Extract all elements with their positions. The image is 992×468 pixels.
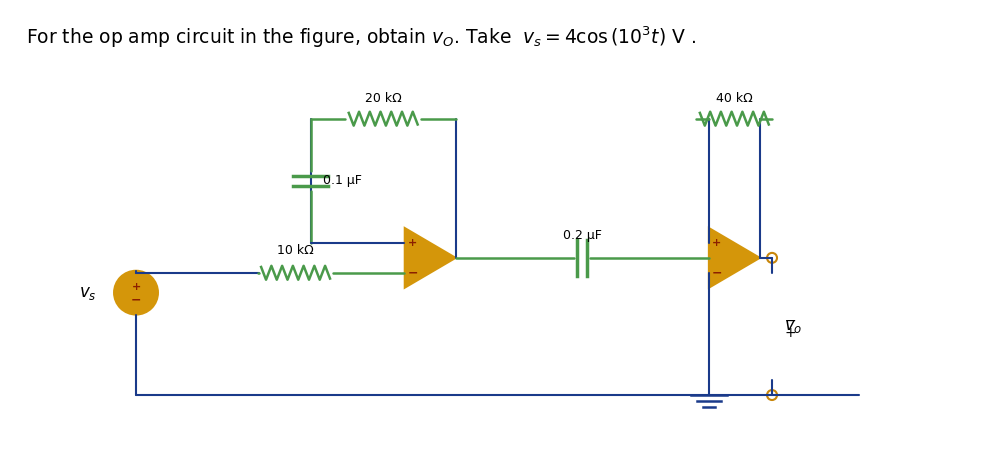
Text: 0.1 μF: 0.1 μF	[323, 174, 362, 187]
Text: −: −	[131, 293, 141, 306]
Text: For the op amp circuit in the figure, obtain $v_O$. Take  $v_s = 4\cos\left(10^3: For the op amp circuit in the figure, ob…	[27, 24, 696, 50]
Text: −: −	[711, 266, 722, 279]
Text: $+$: $+$	[784, 327, 797, 340]
Text: 20 kΩ: 20 kΩ	[365, 92, 402, 105]
Text: $-$: $-$	[784, 313, 797, 327]
Text: 40 kΩ: 40 kΩ	[716, 92, 753, 105]
Text: 0.2 μF: 0.2 μF	[562, 229, 602, 242]
Circle shape	[114, 271, 158, 314]
Text: +: +	[408, 238, 418, 248]
Polygon shape	[405, 228, 455, 288]
Text: $v_s$: $v_s$	[79, 284, 97, 302]
Text: +: +	[131, 282, 141, 292]
Text: 10 kΩ: 10 kΩ	[277, 244, 313, 257]
Polygon shape	[709, 228, 760, 288]
Text: +: +	[712, 238, 721, 248]
Text: −: −	[408, 266, 418, 279]
Text: $v_o$: $v_o$	[784, 317, 803, 336]
